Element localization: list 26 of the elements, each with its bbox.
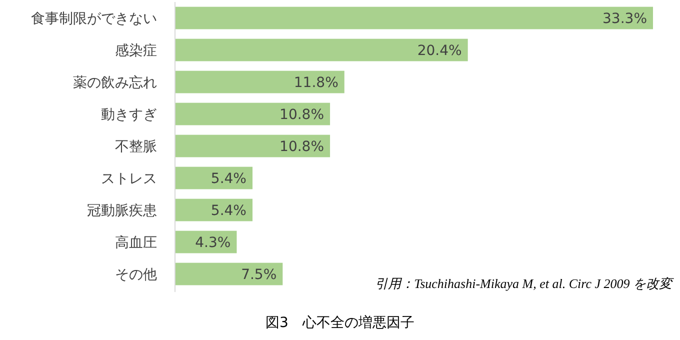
data-label: 11.8% (294, 74, 338, 91)
y-tick-label: ストレス (101, 170, 157, 187)
bar (175, 262, 283, 286)
y-tick-label: 高血圧 (115, 234, 157, 251)
y-tick-label: 不整脈 (115, 138, 157, 155)
bar (175, 134, 330, 158)
bar (175, 38, 468, 62)
annotation: 引用：Tsuchihashi-Mikaya M, et al. Circ J 2009 を改変 (375, 276, 674, 291)
data-label: 33.3% (602, 10, 647, 27)
bar (175, 102, 330, 126)
y-tick-label: 薬の飲み忘れ (73, 74, 157, 91)
y-tick-label: 動きすぎ (101, 106, 157, 123)
data-label: 10.8% (280, 138, 324, 155)
data-label: 5.4% (210, 170, 247, 187)
bar (175, 70, 344, 94)
data-label: 4.3% (195, 234, 231, 251)
data-label: 7.5% (241, 266, 277, 283)
y-tick-label: その他 (115, 266, 157, 283)
y-tick-label: 食事制限ができない (31, 10, 157, 27)
y-tick-label: 感染症 (115, 42, 157, 59)
data-label: 5.4% (210, 202, 247, 219)
bar (175, 6, 653, 30)
text: 図3 心不全の増悪因子 (266, 314, 414, 331)
data-label: 20.4% (417, 42, 462, 59)
y-tick-label: 冠動脈疾患 (87, 202, 157, 219)
data-label: 10.8% (280, 106, 324, 123)
